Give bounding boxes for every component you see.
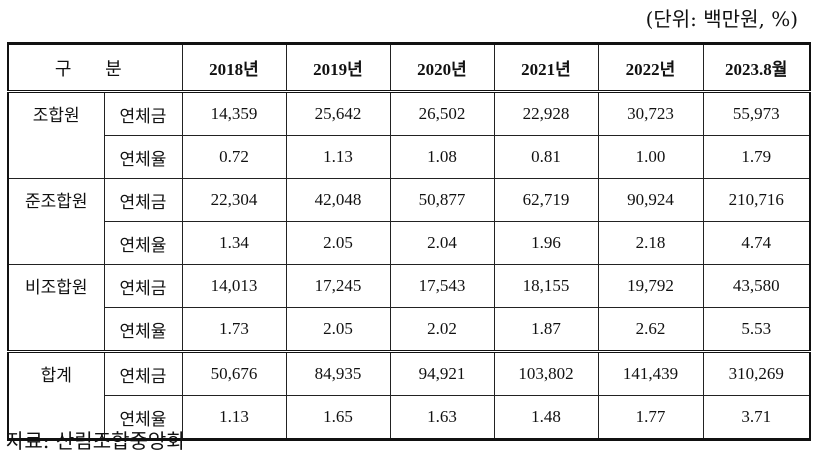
table-cell: 50,877 [389,178,495,222]
year-header: 2018년 [181,43,287,93]
category-header: 구 분 [7,43,183,93]
unit-note: (단위: 백만원, %) [645,7,798,31]
table-cell: 1.34 [181,221,287,265]
table-cell: 26,502 [389,91,495,136]
table-cell: 103,802 [493,350,599,396]
table-cell: 42,048 [285,178,391,222]
table-cell: 14,359 [181,91,287,136]
table-cell: 210,716 [702,178,811,222]
table-cell: 310,269 [702,350,811,396]
table-row: 연체율 1.34 2.05 2.04 1.96 2.18 4.74 [8,221,811,265]
table-cell: 0.81 [493,135,599,179]
table-row: 비조합원 연체금 14,013 17,245 17,543 18,155 19,… [7,264,811,352]
table-row: 연체율 0.72 1.13 1.08 0.81 1.00 1.79 [8,135,811,179]
table-cell: 0.72 [181,135,287,179]
table-cell: 90,924 [597,178,704,222]
table-row: 연체율 1.73 2.05 2.02 1.87 2.62 5.53 [8,307,811,352]
metric-label: 연체금 [103,178,183,222]
table-row: 조합원 연체금 14,359 25,642 26,502 22,928 30,7… [7,91,811,179]
year-header: 2020년 [389,43,495,93]
table-cell: 50,676 [181,350,287,396]
table-row: 합계 연체금 50,676 84,935 94,921 103,802 141,… [7,350,811,440]
table-cell: 18,155 [493,264,599,308]
table-cell: 1.96 [493,221,599,265]
table-cell: 2.04 [389,221,495,265]
table-cell: 43,580 [702,264,811,308]
metric-label: 연체율 [103,307,183,352]
group-label: 준조합원 [7,178,105,265]
table-row: 연체율 1.13 1.65 1.63 1.48 1.77 3.71 [8,395,811,440]
table-cell: 17,543 [389,264,495,308]
year-header: 2019년 [285,43,391,93]
table-cell: 2.05 [285,307,391,352]
table-cell: 14,013 [181,264,287,308]
table-cell: 30,723 [597,91,704,136]
table-cell: 3.71 [702,395,811,440]
table-cell: 55,973 [702,91,811,136]
table-cell: 1.08 [389,135,495,179]
table-cell: 1.73 [181,307,287,352]
table-cell: 1.00 [597,135,704,179]
metric-label: 연체율 [103,221,183,265]
table-cell: 1.13 [285,135,391,179]
table-cell: 1.48 [493,395,599,440]
year-header: 2021년 [493,43,599,93]
table-cell: 1.65 [285,395,391,440]
metric-label: 연체율 [103,135,183,179]
table-cell: 94,921 [389,350,495,396]
table-cell: 1.79 [702,135,811,179]
year-header: 2023.8월 [702,43,811,93]
table-cell: 2.05 [285,221,391,265]
table-cell: 1.77 [597,395,704,440]
table-row: 준조합원 연체금 22,304 42,048 50,877 62,719 90,… [7,178,811,265]
table-cell: 2.18 [597,221,704,265]
metric-label: 연체금 [103,91,183,136]
table-cell: 2.02 [389,307,495,352]
delinquency-table: 구 분 2018년 2019년 2020년 2021년 2022년 2023.8… [7,42,811,441]
group-label: 비조합원 [7,264,105,352]
table-cell: 5.53 [702,307,811,352]
header-row: 구 분 2018년 2019년 2020년 2021년 2022년 2023.8… [7,43,811,93]
table-cell: 22,928 [493,91,599,136]
metric-label: 연체율 [103,395,183,440]
source-note: 자료: 산림조합중앙회 [6,429,185,453]
table-cell: 62,719 [493,178,599,222]
table-cell: 1.13 [181,395,287,440]
group-label: 조합원 [7,91,105,179]
table-cell: 1.63 [389,395,495,440]
table-cell: 17,245 [285,264,391,308]
group-label: 합계 [7,350,105,440]
table-cell: 25,642 [285,91,391,136]
table-cell: 1.87 [493,307,599,352]
year-header: 2022년 [597,43,704,93]
table-cell: 141,439 [597,350,704,396]
metric-label: 연체금 [103,350,183,396]
table-cell: 22,304 [181,178,287,222]
table-cell: 19,792 [597,264,704,308]
table-cell: 2.62 [597,307,704,352]
metric-label: 연체금 [103,264,183,308]
table-cell: 4.74 [702,221,811,265]
table-cell: 84,935 [285,350,391,396]
